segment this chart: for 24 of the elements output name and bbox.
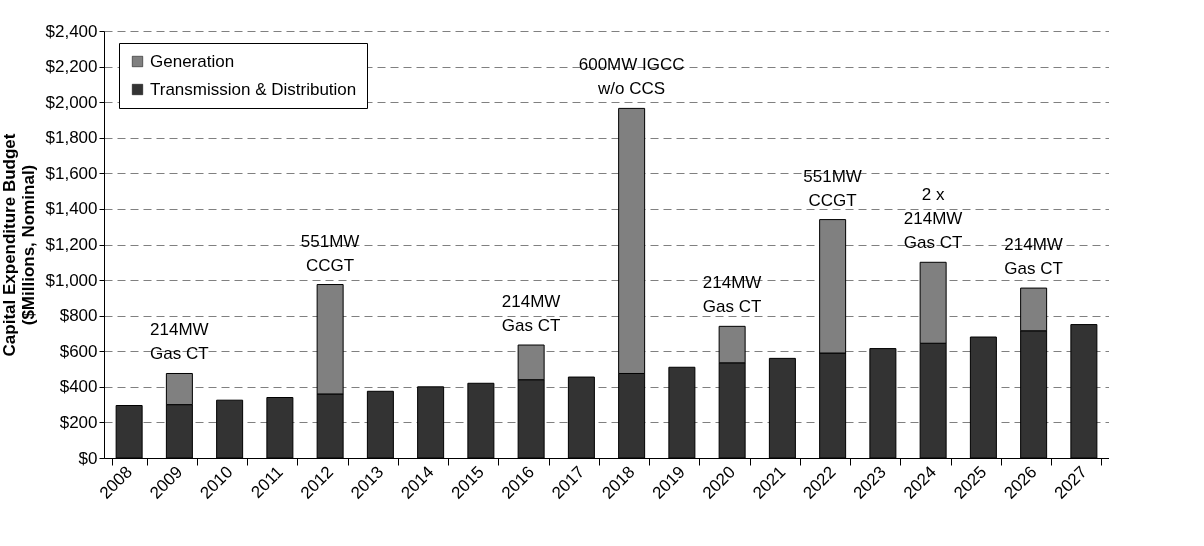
y-tick-label: $2,200: [45, 57, 98, 77]
y-tick-label: $800: [59, 306, 98, 326]
annotation: 214MW Gas CT: [702, 273, 762, 317]
annotation: 600MW IGCC w/o CCS: [578, 55, 685, 99]
y-tick-label: $0: [78, 448, 98, 468]
y-tick-label: $1,600: [45, 163, 98, 183]
y-tick-label: $600: [59, 341, 98, 361]
annotation: 214MW Gas CT: [501, 292, 561, 336]
y-axis-title: Capital Expenditure Budget ($Millions, Nominal): [0, 133, 38, 357]
y-tick-label: $200: [59, 412, 98, 432]
y-tick-label: $400: [59, 377, 98, 397]
y-tick-label: $2,000: [45, 92, 98, 112]
y-tick-label: $1,200: [45, 235, 98, 254]
legend-label: Generation: [150, 51, 235, 71]
annotation: 551MW CCGT: [300, 231, 360, 275]
y-tick-label: $1,400: [45, 199, 98, 219]
y-tick-label: $1,000: [45, 270, 98, 290]
annotation: 214MW Gas CT: [150, 320, 209, 364]
y-tick-label: $1,800: [45, 128, 98, 148]
annotation: 214MW Gas CT: [1004, 235, 1063, 279]
legend-label: Transmission & Distribution: [150, 79, 357, 99]
annotation: 551MW CCGT: [803, 166, 862, 210]
y-tick-label: $2,400: [45, 21, 98, 41]
annotation: 2 x 214MW Gas CT: [903, 185, 963, 253]
